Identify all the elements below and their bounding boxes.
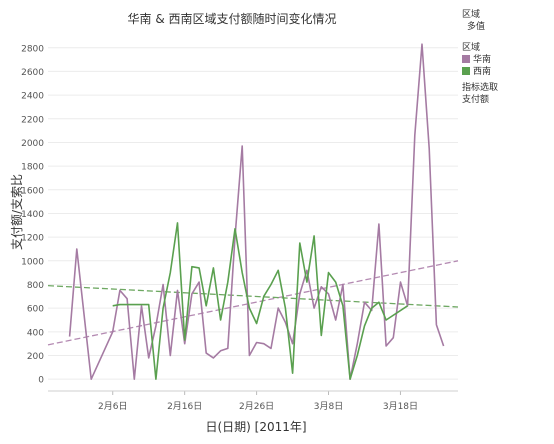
filter-label: 区域 xyxy=(462,10,481,20)
legend-swatch-xinan xyxy=(462,67,470,75)
series-line-huanan xyxy=(68,43,445,381)
series-line-xinan xyxy=(112,222,409,381)
x-tick-label: 3月18日 xyxy=(383,401,418,412)
y-axis-label: 支付额/支索比 xyxy=(10,174,24,250)
chart-title: 华南 & 西南区域支付额随时间变化情况 xyxy=(128,11,337,26)
x-tick-label: 2月26日 xyxy=(239,401,274,412)
legend-item-xinan[interactable]: 西南 xyxy=(462,66,491,78)
y-tick-label: 2800 xyxy=(21,44,44,54)
y-tick-label: 2000 xyxy=(21,139,44,149)
y-tick-label: 2400 xyxy=(21,92,44,102)
legend-label-xinan: 西南 xyxy=(473,67,492,77)
y-tick-label: 400 xyxy=(27,328,44,338)
legend-label-huanan: 华南 xyxy=(473,55,492,65)
legend-item-huanan[interactable]: 华南 xyxy=(462,54,491,66)
y-tick-label: 1200 xyxy=(21,234,44,244)
x-axis-ticks: 2月6日 2月16日 2月26日 3月8日 3月18日 xyxy=(98,391,418,412)
legend-title: 区域 xyxy=(462,43,481,53)
y-tick-label: 600 xyxy=(27,305,44,315)
x-tick-label: 2月16日 xyxy=(167,401,202,412)
y-tick-label: 200 xyxy=(27,352,44,362)
filter-value[interactable]: 多值 xyxy=(467,22,486,32)
trend-line-huanan xyxy=(47,260,459,346)
y-tick-label: 0 xyxy=(38,376,44,386)
y-tick-label: 2600 xyxy=(21,68,44,78)
metric-label: 指标选取 xyxy=(462,83,499,93)
x-tick-label: 3月8日 xyxy=(314,401,343,412)
x-axis-label: 日(日期) [2011年] xyxy=(205,420,306,434)
y-tick-label: 1400 xyxy=(21,210,44,220)
y-tick-label: 800 xyxy=(27,281,44,291)
y-tick-label: 1600 xyxy=(21,186,44,196)
y-tick-label: 2200 xyxy=(21,115,44,125)
trend-line-xinan xyxy=(47,285,459,308)
gridlines xyxy=(48,47,458,380)
legend-swatch-huanan xyxy=(462,55,470,63)
y-tick-label: 1800 xyxy=(21,163,44,173)
trend-lines xyxy=(47,260,459,346)
y-tick-label: 1000 xyxy=(21,257,44,267)
x-tick-label: 2月6日 xyxy=(98,401,127,412)
series-lines xyxy=(68,43,445,381)
y-axis-ticks: 0 200 400 600 800 1000 1200 1400 1600 1800 2000 220… xyxy=(21,44,44,385)
metric-value[interactable]: 支付额 xyxy=(462,95,490,105)
